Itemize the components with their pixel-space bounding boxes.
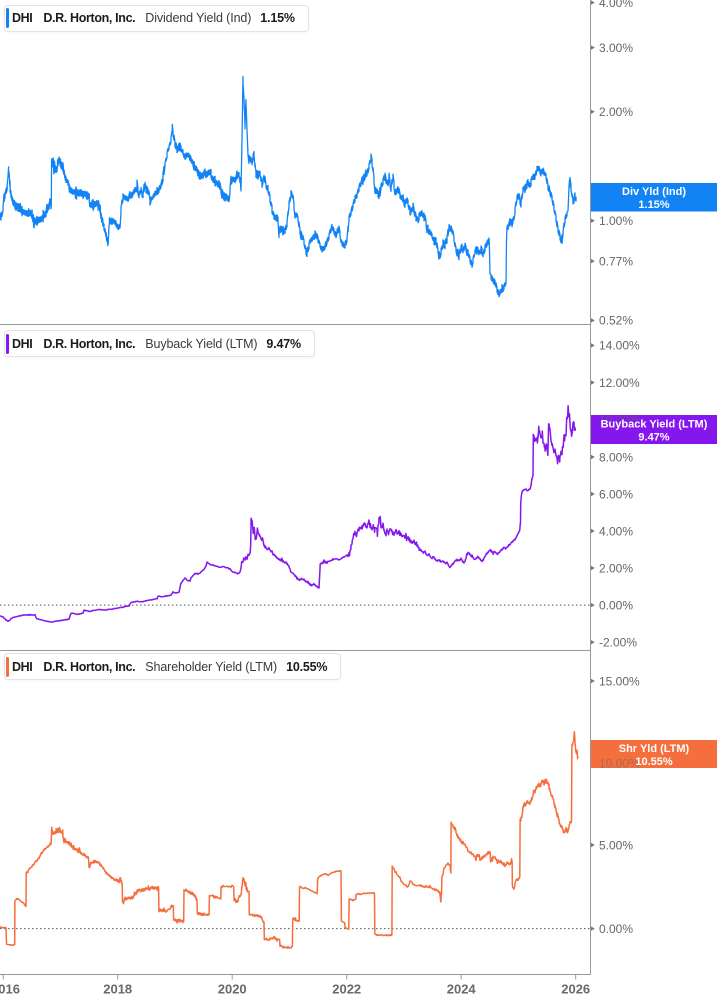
- svg-text:9.47%: 9.47%: [638, 431, 669, 443]
- svg-text:4.00%: 4.00%: [599, 0, 633, 10]
- svg-text:0.52%: 0.52%: [599, 314, 633, 328]
- svg-text:2.00%: 2.00%: [599, 105, 633, 119]
- svg-text:0.77%: 0.77%: [599, 254, 633, 268]
- svg-text:2022: 2022: [332, 982, 361, 997]
- svg-text:10.55%: 10.55%: [635, 756, 673, 768]
- svg-text:0.00%: 0.00%: [599, 922, 633, 936]
- svg-text:8.00%: 8.00%: [599, 450, 633, 464]
- svg-text:10.00%: 10.00%: [599, 413, 640, 427]
- svg-text:Buyback Yield (LTM): Buyback Yield (LTM): [601, 418, 708, 430]
- svg-text:2.00%: 2.00%: [599, 561, 633, 575]
- svg-text:15.00%: 15.00%: [599, 674, 640, 688]
- svg-text:2018: 2018: [103, 982, 132, 997]
- svg-text:12.00%: 12.00%: [599, 376, 640, 390]
- svg-text:-2.00%: -2.00%: [599, 636, 637, 650]
- svg-text:2024: 2024: [447, 982, 477, 997]
- svg-text:4.00%: 4.00%: [599, 524, 633, 538]
- svg-text:Shr Yld (LTM): Shr Yld (LTM): [619, 743, 690, 755]
- svg-text:3.00%: 3.00%: [599, 41, 633, 55]
- svg-text:10.00%: 10.00%: [599, 757, 640, 771]
- svg-text:Div Yld (Ind): Div Yld (Ind): [622, 186, 686, 198]
- svg-text:0.00%: 0.00%: [599, 598, 633, 612]
- svg-text:6.00%: 6.00%: [599, 487, 633, 501]
- svg-text:1.00%: 1.00%: [599, 214, 633, 228]
- svg-text:5.00%: 5.00%: [599, 838, 633, 852]
- svg-text:2016: 2016: [0, 982, 20, 997]
- svg-text:2026: 2026: [561, 982, 590, 997]
- svg-text:14.00%: 14.00%: [599, 339, 640, 353]
- svg-text:1.15%: 1.15%: [638, 199, 669, 211]
- svg-text:2020: 2020: [218, 982, 247, 997]
